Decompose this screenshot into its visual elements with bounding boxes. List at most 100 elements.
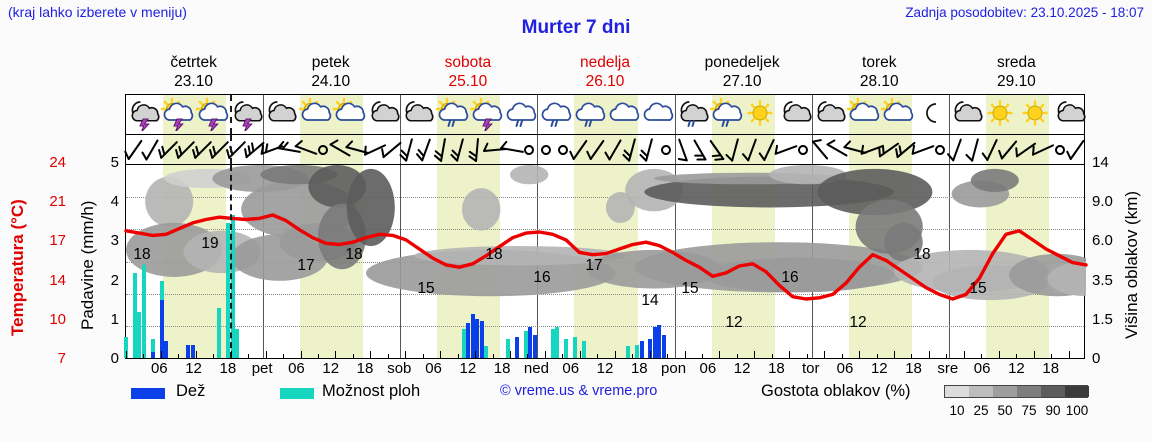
wind-barb [480,135,510,165]
wind-barb [874,135,904,165]
temperature-label: 18 [485,246,503,264]
weather-icon-moon [915,97,949,131]
x-tick-label: sre [937,360,959,377]
x-tick-mark [248,354,250,358]
weather-icon-moon-cloud [400,97,434,131]
weather-icon-cloud-rain [572,97,606,131]
day-separator-5 [811,135,813,164]
x-tick-mark [370,351,372,358]
day-separator-1 [263,135,265,164]
x-tick-mark [963,351,965,358]
wind-barb [514,135,544,165]
x-tick-label: 06 [836,360,854,377]
x-tick-label: 12 [870,360,888,377]
x-tick-mark [126,351,127,358]
copyright-link[interactable]: © vreme.us & vreme.pro [500,383,658,399]
x-tick-label: 06 [699,360,717,377]
wind-barb [120,135,150,165]
day-name: ponedeljek [704,54,780,71]
showers-bar [141,265,146,358]
day-date: 25.10 [448,73,488,90]
weather-icon-sun-cloud-rain [435,97,469,131]
cloud-tick-0: 14 [1092,154,1109,171]
x-tick-mark [911,354,913,358]
weather-icon-moon-cloud [1052,97,1086,131]
rain-bar [164,340,168,358]
wind-barb [205,135,235,165]
temperature-label: 14 [641,291,659,309]
showers-bar [564,338,568,358]
temperature-tick-1: 21 [49,193,66,211]
x-tick-mark [213,354,215,358]
wind-barb [428,135,458,165]
day-separator-4 [674,135,676,164]
x-tick-mark [754,351,756,358]
cloud-scale-label: 25 [973,403,989,418]
x-tick-label: 12 [185,360,202,377]
day-separator-3 [537,135,539,164]
legend-showers-swatch [280,388,314,399]
day-separator-2 [400,95,402,134]
weather-icon-sun-cloud [298,97,332,131]
x-tick-mark [771,354,773,358]
x-tick-label: 18 [493,360,511,377]
meteogram-plot[interactable]: 18 19 17 18 15 18 16 17 14 15 12 16 12 18 15 [123,94,1088,359]
wind-barb [377,135,407,165]
wind-barb [771,135,801,165]
x-tick-mark [632,354,634,358]
rain-bar [159,300,164,358]
temperature-tick-3: 14 [49,271,66,289]
x-tick-label: 12 [733,360,751,377]
cloud-tick-4: 1.5 [1092,310,1113,328]
rain-bar [475,319,480,358]
x-tick-label: 18 [768,360,785,377]
temperature-label: 15 [417,280,435,298]
x-tick-mark [265,351,267,358]
x-tick-mark [178,354,180,358]
last-update-text: Zadnja posodobitev: 23.10.2025 - 18:07 [905,5,1144,20]
current-time-line [229,95,232,134]
wind-barb [737,135,767,165]
x-tick-label: 18 [219,360,237,377]
x-tick-mark [806,354,808,358]
precipitation-tick-1: 4 [110,193,119,211]
temperature-label: 12 [849,314,867,332]
x-tick-mark [283,354,285,358]
showers-bar [226,222,231,358]
wind-barb [360,135,390,165]
wind-barb-row [123,135,1085,165]
weather-icon-cloud-rain [503,97,537,131]
gridline-2 [126,229,1084,231]
x-tick-mark [841,354,843,358]
rain-bar [190,344,195,358]
showers-bar [230,215,235,358]
day-name: sobota [444,54,492,71]
wind-barb [188,135,218,165]
cloud-tick-2: 6.0 [1092,232,1113,250]
x-tick-mark [318,354,319,358]
location-menu-note[interactable]: (kraj lahko izberete v meniju) [8,4,187,20]
x-tick-mark [736,354,738,358]
x-tick-mark [998,351,1000,358]
wind-barb [291,135,321,165]
rain-bar [528,327,533,358]
x-tick-mark [789,351,791,358]
cloud-scale-step-0 [945,386,969,397]
day-date: 23.10 [174,73,213,90]
day-header-1: četrtek 23.10 [125,53,262,91]
temperature-label: 17 [297,257,315,275]
temperature-label: 16 [781,268,799,286]
temperature-label: 17 [585,257,603,275]
weather-icon-moon-cloud [366,97,400,131]
wind-barb [891,135,921,165]
cloud-scale-label: 90 [1045,403,1061,418]
rain-bar [639,340,644,358]
x-tick-mark [160,351,162,358]
x-tick-mark [702,354,703,358]
showers-bar [461,329,466,358]
x-tick-label: 06 [425,360,442,377]
day-date: 28.10 [859,73,899,90]
x-tick-mark [597,354,599,358]
x-tick-mark [195,351,197,358]
day-separator-4 [674,95,676,134]
